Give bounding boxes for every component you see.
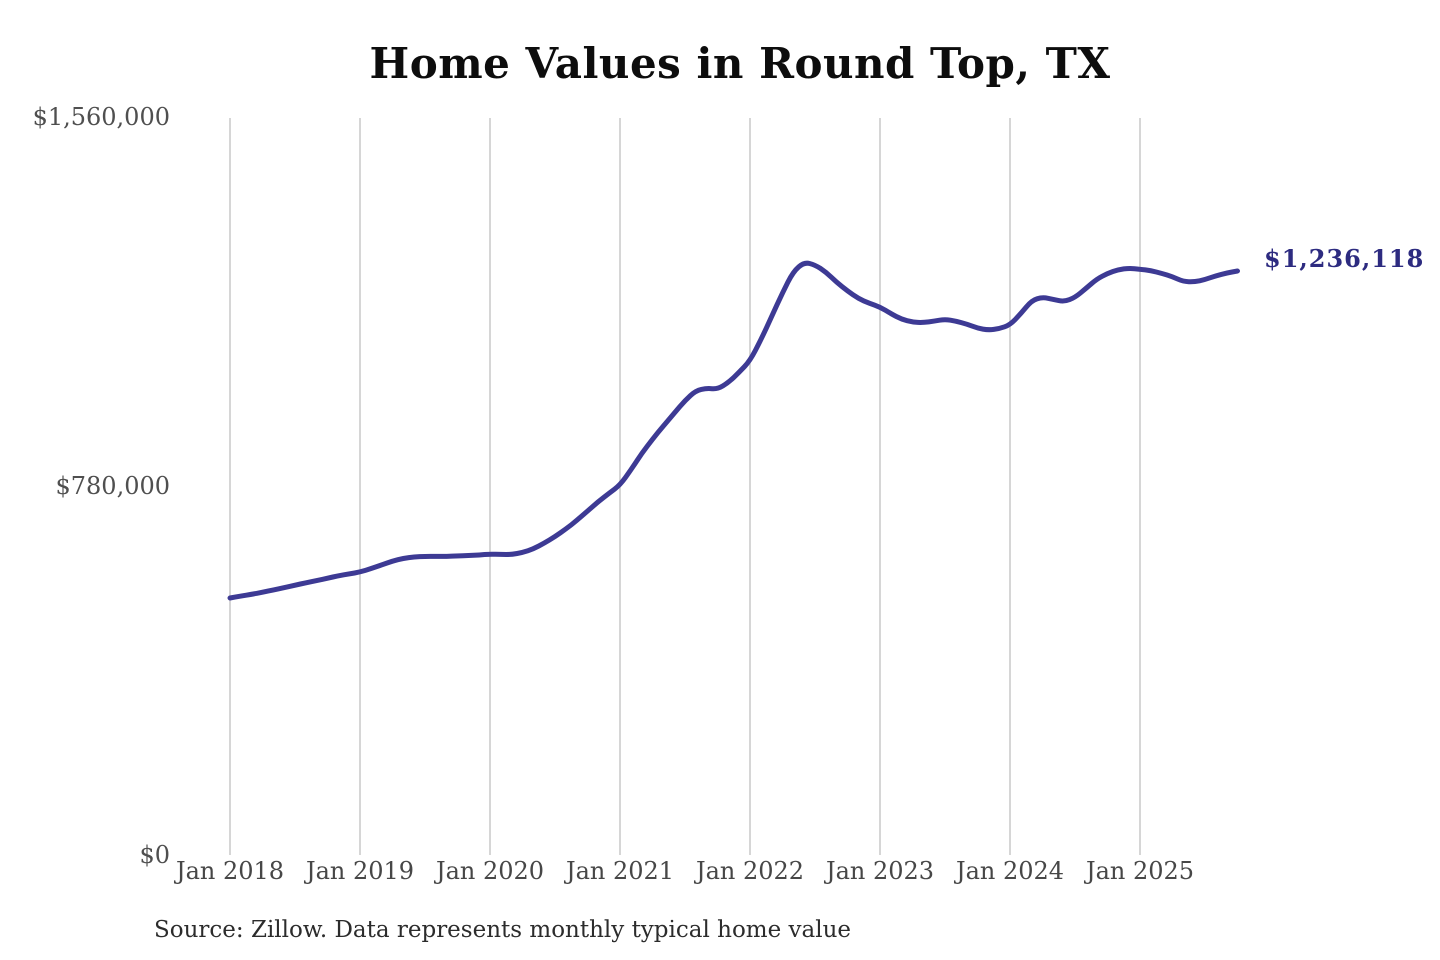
x-tick-label: Jan 2019 (305, 857, 415, 885)
series-end-value-label: $1,236,118 (1264, 244, 1425, 273)
y-tick-label-mid: $780,000 (55, 472, 170, 500)
x-tick-label: Jan 2018 (175, 857, 285, 885)
y-tick-label-max: $1,560,000 (32, 103, 170, 131)
x-tick-label: Jan 2024 (955, 857, 1065, 885)
chart-title: Home Values in Round Top, TX (369, 39, 1111, 88)
source-note: Source: Zillow. Data represents monthly … (154, 917, 852, 943)
y-tick-label-zero: $0 (139, 841, 170, 869)
x-tick-label: Jan 2023 (825, 857, 935, 885)
x-tick-label: Jan 2022 (695, 857, 805, 885)
gridlines-group (229, 118, 1141, 855)
home-value-line-series (227, 260, 1240, 601)
x-tick-label: Jan 2021 (565, 857, 675, 885)
x-tick-label: Jan 2020 (435, 857, 545, 885)
x-tick-label: Jan 2025 (1085, 857, 1195, 885)
